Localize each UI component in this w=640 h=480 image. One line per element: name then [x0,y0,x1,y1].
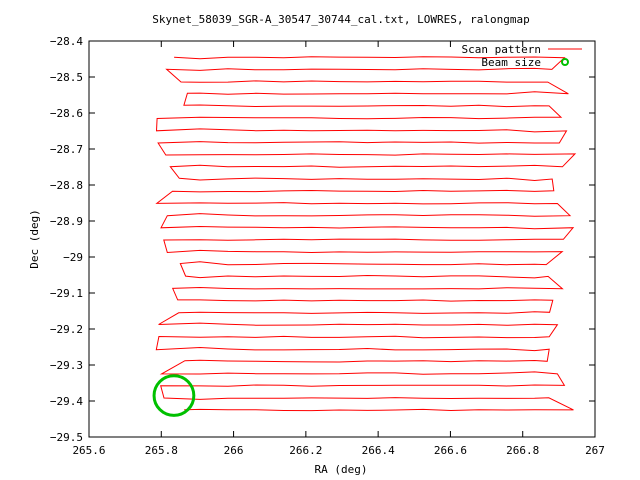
y-tick-label: −28.9 [50,215,83,228]
plot-area-frame [88,40,596,438]
y-tick-label: −28.5 [50,71,83,84]
scan-pattern-line [155,56,577,412]
legend-swatch-beam-size [561,58,569,66]
chart-title: Skynet_58039_SGR-A_30547_30744_cal.txt, … [152,13,530,26]
legend-label-scan-pattern: Scan pattern [462,43,541,56]
y-tick-label: −29.4 [50,395,83,408]
y-tick-label: −29.2 [50,323,83,336]
x-tick-label: 266.6 [434,444,467,457]
x-tick-label: 265.8 [145,444,178,457]
y-tick-label: −28.7 [50,143,83,156]
x-axis-title: RA (deg) [315,463,368,476]
y-tick-label: −29.3 [50,359,83,372]
legend-label-beam-size: Beam size [481,56,541,69]
x-tick-label: 266.8 [506,444,539,457]
y-tick-label: −28.6 [50,107,83,120]
y-tick-label: −29 [63,251,83,264]
y-tick-label: −28.4 [50,35,83,48]
axis-ticks: 265.6 265.8 266 266.2 266.4 266.6 266.8 267 −28.… [50,35,605,457]
x-tick-label: 266.2 [289,444,322,457]
y-axis-title: Dec (deg) [28,209,41,269]
legend: Scan pattern Beam size [462,43,582,69]
x-tick-label: 265.6 [72,444,105,457]
beam-size-circle [152,374,196,417]
data-layer [152,56,577,417]
x-tick-label: 266.4 [362,444,395,457]
y-tick-label: −28.8 [50,179,83,192]
y-tick-label: −29.1 [50,287,83,300]
x-tick-label: 266 [224,444,244,457]
x-tick-label: 267 [585,444,605,457]
y-tick-label: −29.5 [50,431,83,444]
